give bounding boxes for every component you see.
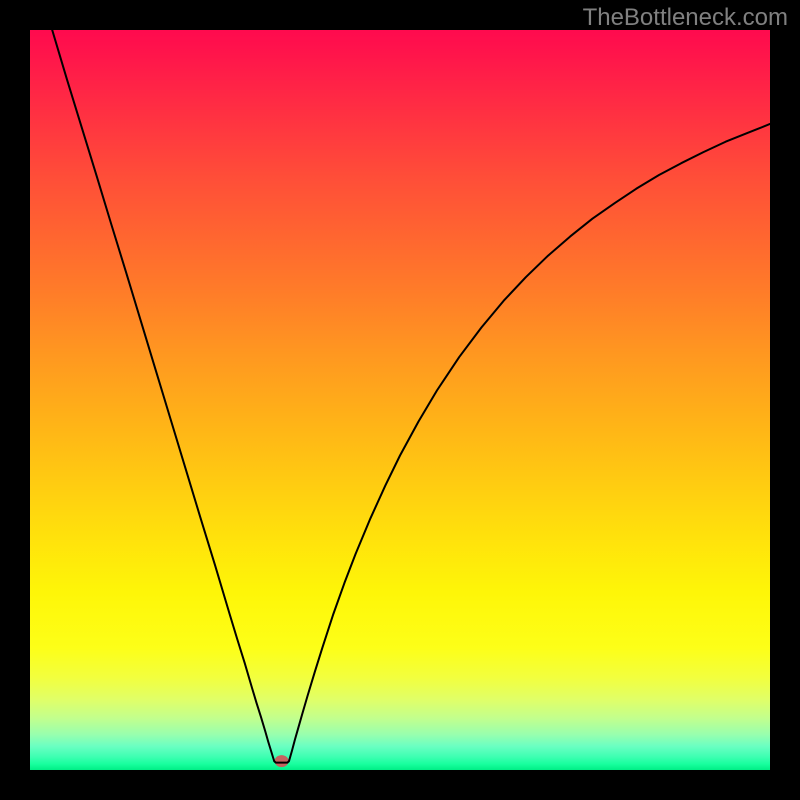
watermark-text: TheBottleneck.com: [583, 4, 788, 32]
minimum-marker: [275, 755, 289, 767]
plot-svg: [30, 30, 770, 770]
gradient-background: [30, 30, 770, 770]
plot-area: [30, 30, 770, 770]
